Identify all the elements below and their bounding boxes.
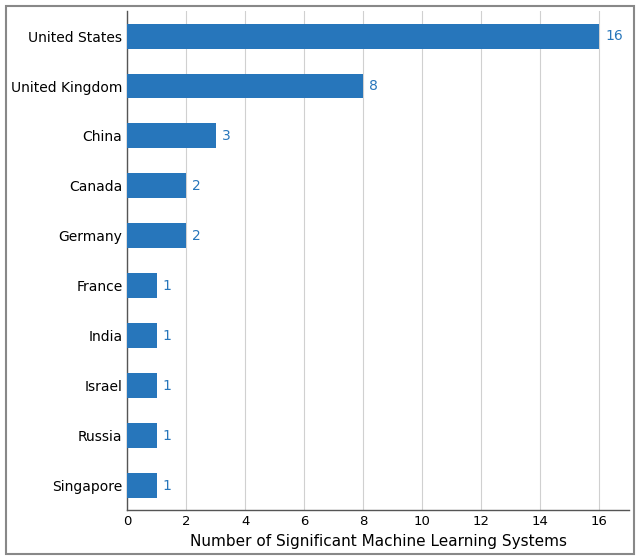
Bar [127, 323, 157, 348]
Text: 1: 1 [163, 428, 172, 442]
Bar [127, 174, 186, 198]
Text: 2: 2 [192, 229, 201, 243]
Bar [127, 73, 364, 99]
Bar [127, 423, 157, 448]
Text: 8: 8 [369, 79, 378, 93]
Text: 1: 1 [163, 279, 172, 293]
Bar [127, 223, 186, 248]
Text: 1: 1 [163, 329, 172, 343]
Bar [127, 273, 157, 298]
Text: 1: 1 [163, 478, 172, 492]
Text: 1: 1 [163, 379, 172, 393]
Bar [127, 24, 600, 49]
Bar [127, 123, 216, 148]
Bar [127, 373, 157, 398]
X-axis label: Number of Significant Machine Learning Systems: Number of Significant Machine Learning S… [189, 534, 566, 549]
Text: 2: 2 [192, 179, 201, 193]
Text: 3: 3 [221, 129, 230, 143]
Text: 16: 16 [605, 29, 623, 43]
Bar [127, 473, 157, 498]
